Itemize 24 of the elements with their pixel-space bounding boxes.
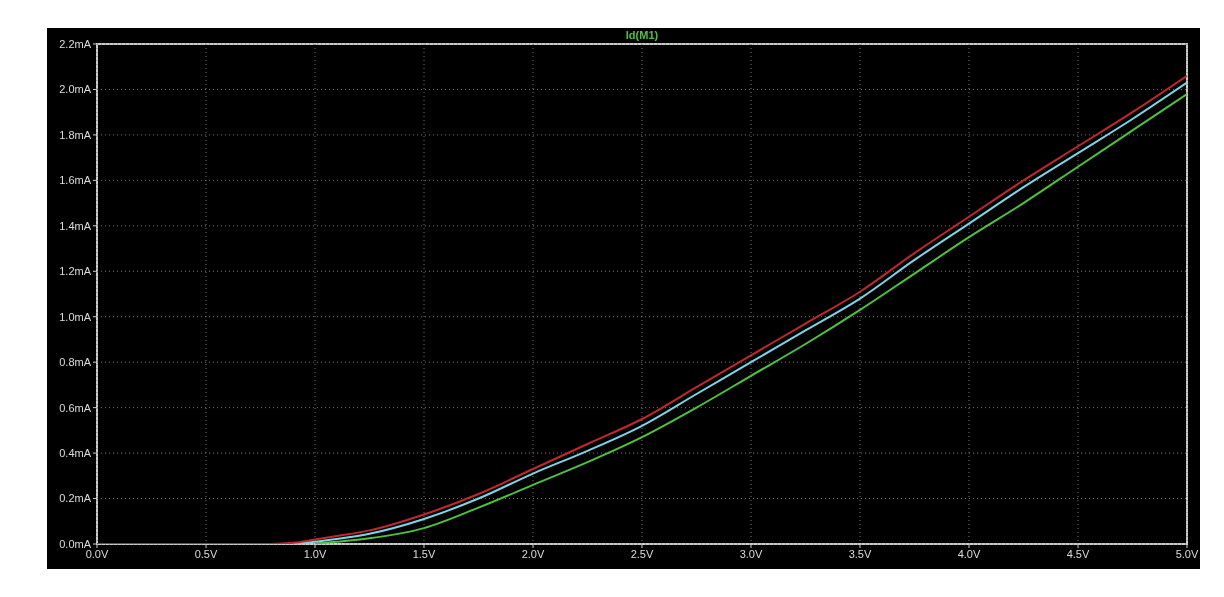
y-tick-label: 0.8mA <box>59 356 92 369</box>
x-tick-label: 2.5V <box>630 547 654 560</box>
y-tick-label: 2.2mA <box>59 37 92 50</box>
x-tick-label: 4.0V <box>957 547 981 560</box>
x-tick-label: 5.0V <box>1175 547 1199 560</box>
x-tick-label: 3.5V <box>848 547 872 560</box>
y-tick-label: 1.8mA <box>59 128 92 141</box>
y-tick-label: 0.4mA <box>59 447 92 459</box>
y-tick-label: 0.6mA <box>59 401 92 414</box>
x-tick-label: 2.0V <box>521 547 545 560</box>
x-tick-label: 3.0V <box>739 547 763 560</box>
y-tick-label: 0.0mA <box>59 537 92 550</box>
y-tick-label: 2.0mA <box>59 83 92 96</box>
x-tick-label: 0.0V <box>85 547 109 560</box>
x-tick-label: 1.5V <box>412 547 436 560</box>
x-tick-label: 1.0V <box>303 547 327 560</box>
x-tick-label: 0.5V <box>194 547 218 560</box>
y-tick-label: 1.0mA <box>59 310 92 323</box>
y-tick-label: 1.6mA <box>59 174 92 187</box>
chart-title: Id(M1) <box>624 29 660 41</box>
y-tick-label: 1.2mA <box>59 265 92 278</box>
x-tick-label: 4.5V <box>1066 547 1090 560</box>
y-tick-label: 1.4mA <box>59 219 92 232</box>
y-tick-label: 0.2mA <box>59 492 92 505</box>
